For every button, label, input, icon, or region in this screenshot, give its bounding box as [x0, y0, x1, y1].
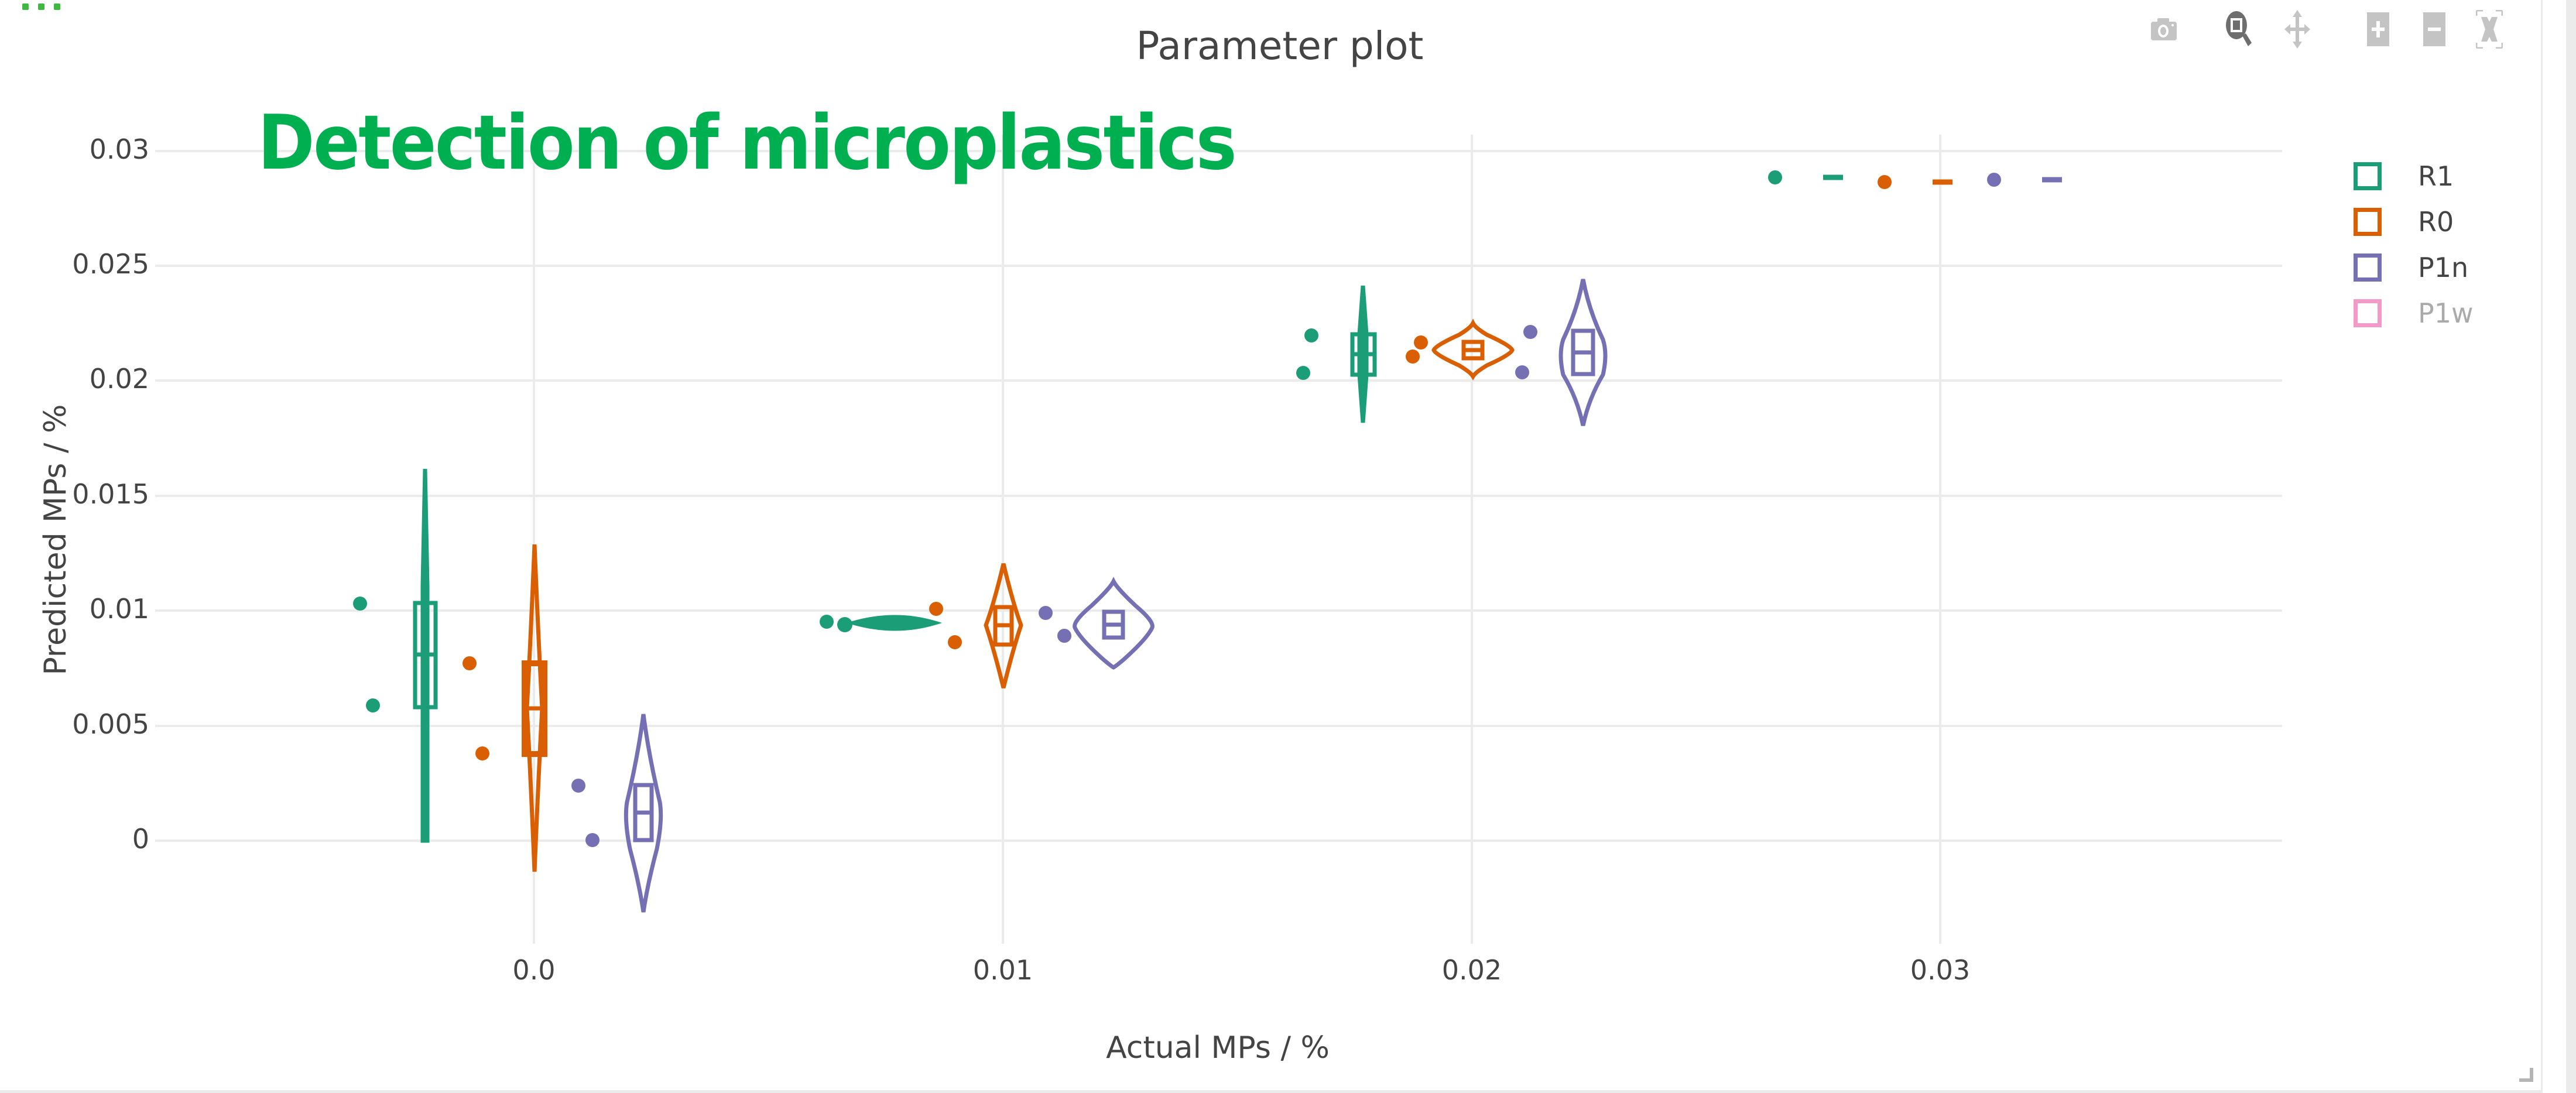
autoscale-button[interactable]: [2471, 10, 2508, 49]
pan-icon: [2284, 10, 2310, 49]
legend-item-p1w[interactable]: P1w: [2354, 290, 2474, 336]
plot-title: Parameter plot: [1136, 23, 1424, 68]
x-tick: 0.0: [512, 954, 556, 986]
y-tick: 0.01: [89, 593, 149, 625]
zoom-out-button[interactable]: [2416, 11, 2453, 48]
legend-item-r1[interactable]: R1: [2354, 153, 2474, 199]
legend-item-r0[interactable]: R0: [2354, 199, 2474, 245]
legend-item-p1n[interactable]: P1n: [2354, 245, 2474, 290]
trace-r0: [463, 175, 1952, 872]
x-tick: 0.02: [1441, 954, 1502, 986]
legend-swatch: [2354, 253, 2382, 282]
x-axis-title: Actual MPs / %: [1106, 1030, 1330, 1065]
zoom-in-icon: [2367, 12, 2389, 46]
drag-handle[interactable]: [22, 4, 60, 10]
x-tick: 0.01: [972, 954, 1033, 986]
y-tick: 0.03: [89, 133, 149, 165]
gridlines: [155, 135, 2282, 944]
zoom-in-button[interactable]: [2359, 11, 2397, 48]
camera-button[interactable]: [2145, 11, 2183, 48]
y-tick: 0: [132, 823, 149, 855]
y-tick: 0.02: [89, 363, 149, 395]
zoom-box-button[interactable]: [2220, 11, 2258, 48]
zoom-box-icon: [2226, 11, 2252, 46]
autoscale-icon: [2476, 10, 2503, 49]
y-tick: 0.025: [72, 248, 149, 280]
modebar: [2143, 10, 2517, 49]
legend-label: P1w: [2418, 297, 2474, 329]
y-axis-title: Predicted MPs / %: [38, 404, 73, 676]
y-tick: 0.005: [72, 708, 149, 740]
legend: R1 R0 P1n P1w: [2354, 153, 2474, 336]
scroll-gutter: [2566, 0, 2576, 1093]
zoom-out-icon: [2423, 12, 2445, 46]
trace-r1: [353, 170, 1843, 843]
x-tick: 0.03: [1910, 954, 1971, 986]
chart-annotation: Detection of microplastics: [258, 100, 1237, 187]
legend-swatch: [2354, 162, 2382, 190]
pan-button[interactable]: [2279, 10, 2316, 49]
legend-swatch: [2354, 208, 2382, 236]
camera-icon: [2151, 18, 2177, 40]
legend-label: R1: [2418, 160, 2454, 192]
legend-label: P1n: [2418, 252, 2469, 283]
y-tick: 0.015: [72, 478, 149, 510]
legend-swatch: [2354, 299, 2382, 327]
legend-label: R0: [2418, 206, 2454, 238]
trace-p1n: [571, 173, 2062, 913]
resize-handle[interactable]: [2519, 1068, 2533, 1082]
